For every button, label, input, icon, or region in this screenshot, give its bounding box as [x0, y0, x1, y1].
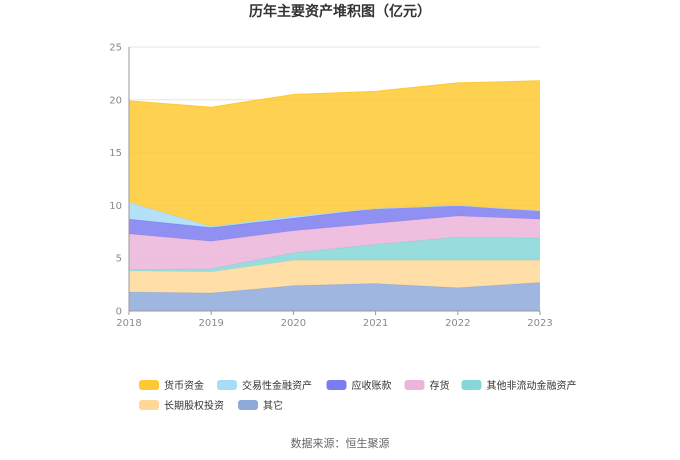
area-其它 [129, 282, 540, 311]
area-货币资金 [129, 80, 540, 227]
area-其他非流动金融资产 [129, 237, 540, 272]
y-tick-label: 10 [109, 201, 122, 212]
legend-item[interactable]: 交易性金融资产 [217, 379, 312, 392]
legend-item[interactable]: 长期股权投资 [139, 399, 224, 412]
legend-item[interactable]: 货币资金 [139, 379, 204, 392]
axes: 0 5 10 15 20 25 2018 2019 2020 2021 2022 2023 [109, 43, 552, 330]
data-source: 数据来源：恒生聚源 [291, 436, 390, 450]
legend-label: 交易性金融资产 [242, 379, 312, 392]
area-edge-货币资金 [128, 80, 541, 108]
legend-swatch [238, 400, 258, 410]
legend-label: 应收账款 [352, 379, 392, 392]
legend-item[interactable]: 其它 [238, 399, 283, 412]
legend-label: 其他非流动金融资产 [487, 379, 577, 392]
x-tick-label: 2018 [116, 318, 141, 329]
chart-title: 历年主要资产堆积图（亿元） [249, 3, 431, 20]
legend-swatch [139, 380, 159, 390]
legend-item[interactable]: 应收账款 [326, 379, 392, 392]
legend-swatch [139, 400, 159, 410]
legend-label: 存货 [430, 379, 450, 392]
x-tick-label: 2023 [527, 318, 552, 329]
legend-item[interactable]: 其他非流动金融资产 [461, 379, 577, 392]
y-tick-label: 25 [109, 43, 122, 54]
y-tick-label: 0 [116, 307, 122, 318]
legend-swatch [217, 380, 237, 390]
y-tick-label: 5 [116, 254, 122, 265]
area-存货 [129, 215, 540, 270]
x-tick-label: 2022 [445, 318, 470, 329]
area-长期股权投资 [129, 260, 540, 294]
x-tick-label: 2021 [363, 318, 388, 329]
legend-item[interactable]: 存货 [404, 379, 450, 392]
legend-swatch [404, 380, 425, 390]
y-tick-label: 20 [109, 95, 122, 106]
y-tick-label: 15 [109, 148, 122, 159]
legend-swatch [326, 380, 347, 390]
legend-label: 其它 [263, 399, 283, 412]
area-series [128, 80, 541, 311]
legend-swatch [461, 380, 482, 390]
area-应收账款 [129, 205, 540, 242]
x-tick-label: 2020 [281, 318, 306, 329]
x-tick-label: 2019 [198, 318, 223, 329]
legend-label: 长期股权投资 [164, 399, 224, 412]
legend-label: 货币资金 [164, 379, 204, 392]
